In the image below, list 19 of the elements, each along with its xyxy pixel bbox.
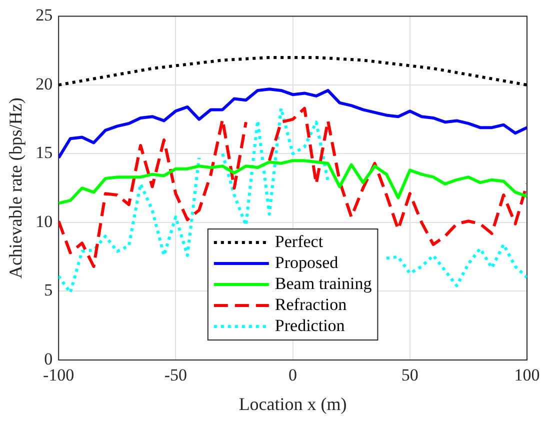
y-tick-label: 0 (44, 349, 53, 368)
x-axis-title: Location x (m) (238, 394, 347, 414)
legend-label: Refraction (274, 294, 348, 314)
legend-label: Perfect (274, 232, 324, 251)
y-tick-label: 10 (36, 212, 53, 231)
y-tick-label: 5 (44, 280, 53, 300)
legend-label: Prediction (274, 316, 346, 335)
y-tick-label: 15 (36, 143, 53, 162)
x-tick-label: 50 (401, 366, 418, 385)
legend-label: Beam training (274, 274, 372, 293)
x-tick-label: 100 (514, 366, 540, 385)
x-tick-label: -50 (164, 366, 188, 385)
y-tick-label: 20 (36, 74, 53, 94)
x-tick-label: -100 (43, 366, 74, 385)
x-tick-label: 0 (288, 366, 298, 385)
y-axis-title: Achievable rate (bps/Hz) (6, 98, 26, 279)
y-tick-label: 25 (36, 6, 53, 25)
legend-label: Proposed (274, 252, 339, 272)
line-series (58, 56, 527, 86)
